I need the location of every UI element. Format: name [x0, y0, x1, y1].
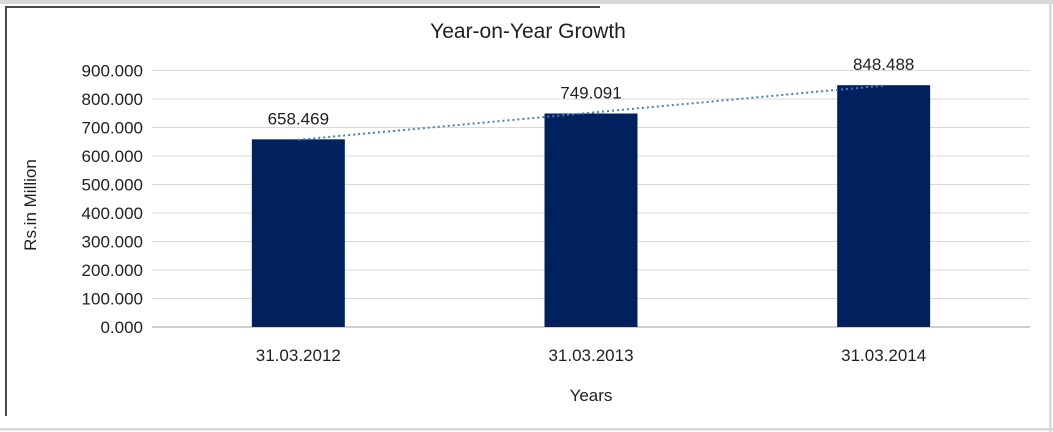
chart-title: Year-on-Year Growth	[430, 20, 626, 43]
y-tick-label: 600.000	[82, 147, 143, 166]
y-axis-title: Rs.in Million	[21, 159, 40, 251]
x-axis-title: Years	[570, 386, 613, 405]
bar	[251, 139, 345, 327]
y-tick-label: 0.000	[100, 318, 143, 337]
outer-edge-right	[1049, 0, 1052, 432]
y-tick-label: 400.000	[82, 204, 143, 223]
y-tick-label: 500.000	[82, 176, 143, 195]
y-tick-label: 200.000	[82, 261, 143, 280]
x-category-label: 31.03.2013	[548, 346, 633, 365]
y-tick-label: 900.000	[82, 62, 143, 81]
y-tick-label: 100.000	[82, 290, 143, 309]
y-tick-label: 800.000	[82, 90, 143, 109]
bar	[544, 113, 638, 327]
bar	[837, 85, 931, 327]
y-tick-label: 300.000	[82, 233, 143, 252]
plot-area: 0.000 100.000 200.000 300.000 400.000 500.000…	[82, 55, 1030, 365]
x-category-label: 31.03.2012	[256, 346, 341, 365]
bar-value-label: 848.488	[853, 55, 914, 74]
bar-value-label: 749.091	[560, 84, 621, 103]
bar-value-label: 658.469	[268, 109, 329, 128]
y-tick-label: 700.000	[82, 119, 143, 138]
outer-edge-top	[0, 0, 1053, 4]
x-category-label: 31.03.2014	[841, 346, 926, 365]
outer-edge-bottom	[0, 428, 1053, 431]
